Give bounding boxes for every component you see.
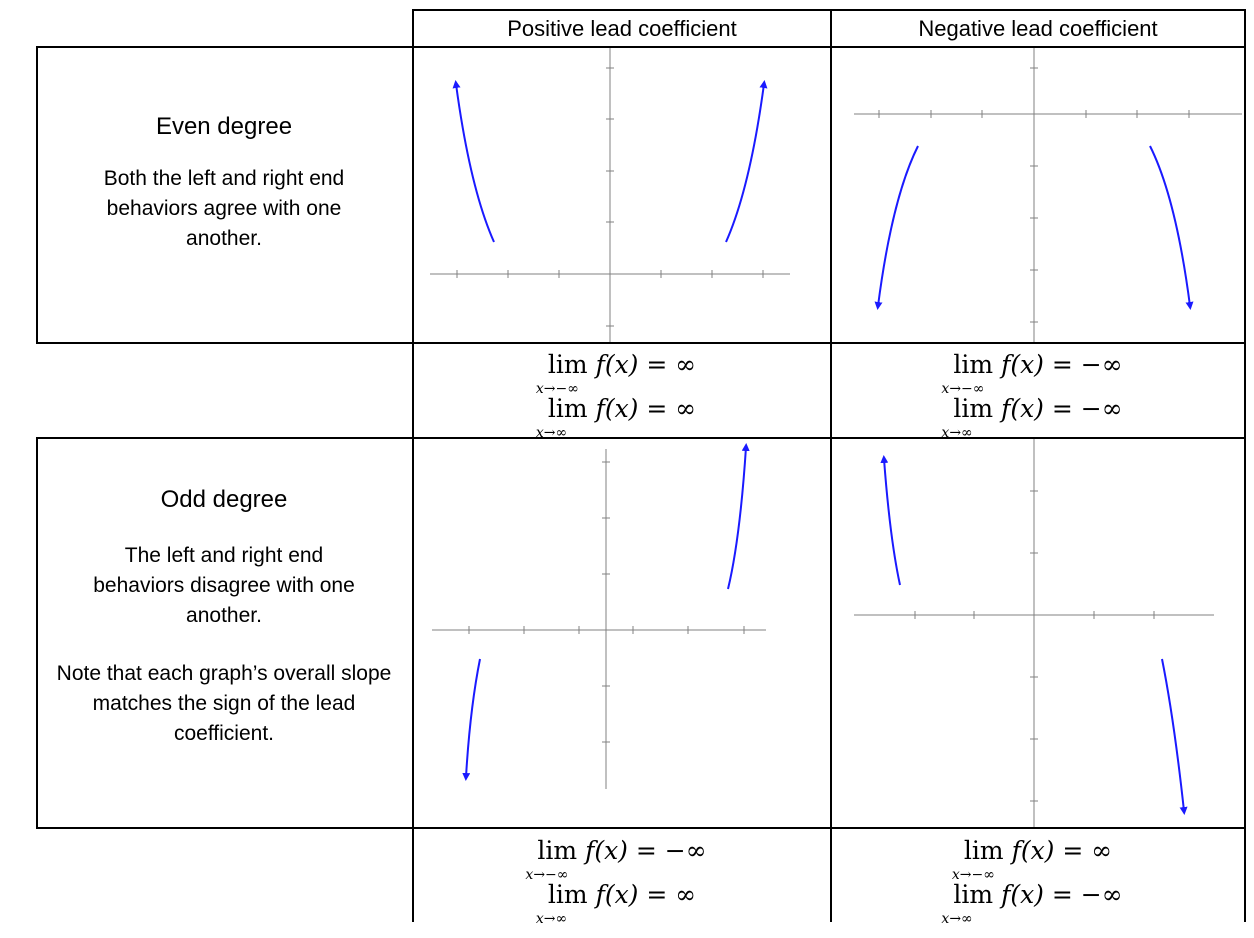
border-odd-bottom — [36, 827, 1246, 829]
limit-line: lim x→∞ f(x) = −∞ — [941, 880, 1123, 927]
header-negative: Negative lead coefficient — [918, 16, 1158, 41]
odd-desc-2: Note that each graph’s overall slope mat… — [56, 662, 392, 745]
graph-even-negative — [832, 48, 1244, 342]
even-label: Even degree Both the left and right end … — [36, 112, 412, 254]
curve-right-up — [725, 80, 768, 243]
header-positive: Positive lead coefficient — [507, 16, 737, 41]
border-col1-left — [412, 9, 414, 922]
limits-odd-positive: lim x→−∞ f(x) = −∞ lim x→∞ f(x) = ∞ — [414, 832, 830, 927]
limits-even-positive: lim x→−∞ f(x) = ∞ lim x→∞ f(x) = ∞ — [414, 346, 830, 441]
graph-even-positive — [414, 48, 830, 342]
limit-line: lim x→−∞ f(x) = −∞ — [941, 350, 1123, 397]
limit-line: lim x→−∞ f(x) = −∞ — [525, 836, 707, 883]
border-limits1-bottom — [36, 437, 1246, 439]
curve-left-up — [452, 80, 495, 243]
curve-left-up — [880, 455, 901, 586]
limits-even-negative: lim x→−∞ f(x) = −∞ lim x→∞ f(x) = −∞ — [832, 346, 1244, 441]
border-left-even — [36, 46, 38, 343]
curve-left-down — [462, 658, 481, 781]
limit-line: lim x→∞ f(x) = ∞ — [535, 880, 697, 927]
border-header-bottom — [36, 46, 1246, 48]
border-right — [1244, 9, 1246, 922]
limit-line: lim x→−∞ f(x) = ∞ — [535, 350, 697, 397]
border-top — [412, 9, 1246, 11]
limit-line: lim x→∞ f(x) = −∞ — [941, 394, 1123, 441]
odd-desc-1: The left and right end behaviors disagre… — [93, 544, 355, 627]
even-desc: Both the left and right end behaviors ag… — [103, 167, 345, 250]
limit-line: lim x→∞ f(x) = ∞ — [535, 394, 697, 441]
limits-odd-negative: lim x→−∞ f(x) = ∞ lim x→∞ f(x) = −∞ — [832, 832, 1244, 927]
curve-right-down — [1161, 658, 1188, 815]
curve-right-down — [1149, 145, 1194, 310]
border-col2-left — [830, 9, 832, 922]
border-left-odd — [36, 437, 38, 829]
limit-line: lim x→−∞ f(x) = ∞ — [951, 836, 1113, 883]
graph-odd-positive — [414, 439, 830, 827]
curve-left-down — [874, 145, 919, 310]
graph-odd-negative — [832, 439, 1244, 827]
border-even-bottom — [36, 342, 1246, 344]
curve-right-up — [727, 443, 750, 590]
odd-label: Odd degree The left and right end behavi… — [36, 485, 412, 749]
odd-title: Odd degree — [160, 486, 288, 513]
even-title: Even degree — [155, 113, 293, 140]
